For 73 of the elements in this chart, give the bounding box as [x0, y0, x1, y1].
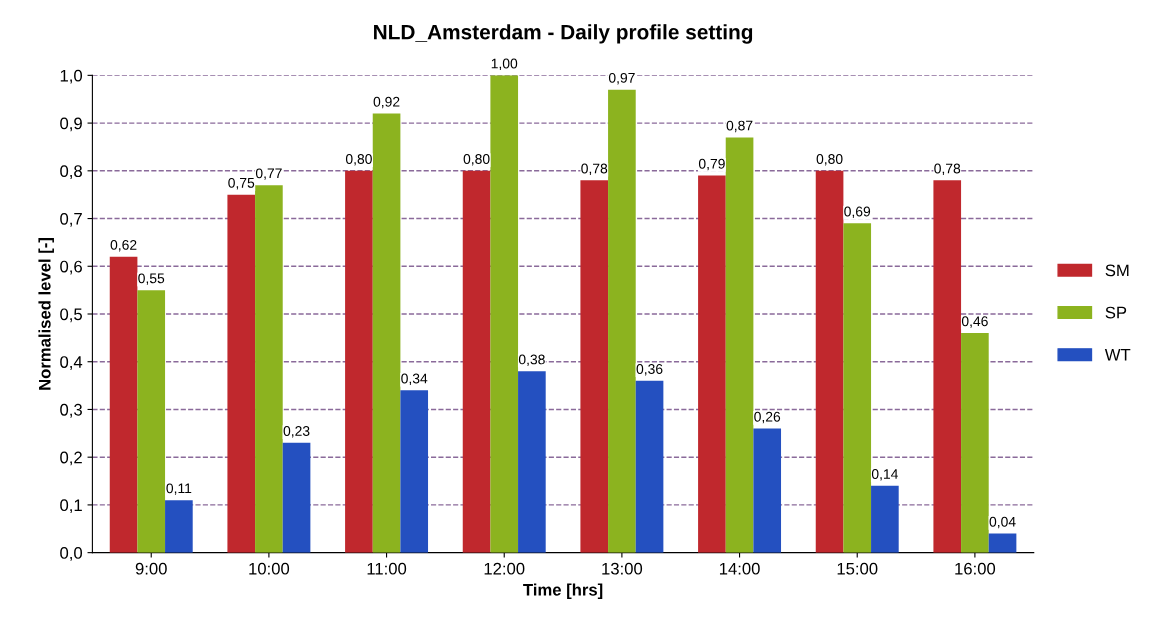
data-label: 0,97: [608, 72, 635, 85]
bar: [843, 223, 872, 553]
y-tick-label: 0,4: [60, 356, 83, 370]
y-tick-label: 0,1: [60, 499, 82, 514]
data-label: 0,78: [934, 163, 961, 176]
data-label: 0,11: [166, 483, 192, 495]
data-label: 0,23: [283, 426, 310, 438]
x-axis-title: Time [hrs]: [523, 583, 603, 599]
data-label: 0,87: [726, 120, 753, 133]
bar: [490, 75, 519, 553]
data-label: 0,04: [989, 516, 1016, 529]
y-tick-label: 0,3: [60, 403, 82, 418]
bar: [815, 170, 844, 553]
bar: [137, 290, 166, 553]
bar: [635, 380, 664, 553]
bar: [400, 390, 429, 553]
bar: [109, 256, 138, 553]
data-label: 0,46: [961, 316, 988, 328]
y-tick-label: 0,6: [60, 260, 82, 275]
y-tick-label: 1,0: [60, 69, 83, 84]
data-label: 0,80: [345, 154, 372, 166]
data-label: 0,79: [698, 158, 725, 171]
bar: [518, 371, 546, 553]
bar: [933, 180, 962, 553]
bar: [580, 180, 609, 553]
x-tick-label: 14:00: [719, 562, 760, 575]
x-tick-label: 15:00: [837, 562, 878, 575]
bar: [345, 170, 373, 553]
y-tick-label: 0,7: [60, 212, 82, 227]
data-label: 0,62: [110, 239, 137, 252]
data-label: 0,77: [255, 168, 282, 180]
y-tick-label: 0,5: [60, 308, 82, 323]
data-label: 0,80: [463, 154, 490, 166]
bar: [372, 113, 401, 553]
bar: [698, 175, 726, 553]
x-tick-label: 9:00: [135, 562, 167, 575]
x-tick-label: 12:00: [484, 562, 525, 575]
data-label: 0,75: [228, 177, 255, 190]
data-label: 0,69: [844, 206, 871, 219]
data-label: 0,92: [373, 96, 400, 109]
data-label: 0,78: [581, 163, 608, 176]
bar: [227, 194, 256, 553]
y-tick-label: 0,2: [60, 451, 82, 466]
data-label: 0,36: [636, 364, 663, 376]
bar: [753, 428, 782, 553]
bar: [988, 533, 1017, 553]
chart-title: NLD_Amsterdam - Daily profile setting: [374, 24, 753, 44]
data-label: 0,55: [138, 273, 165, 285]
data-label: 0,34: [401, 373, 428, 386]
data-label: 0,26: [754, 411, 781, 424]
legend-label: SP: [1105, 306, 1127, 319]
legend-label: SM: [1105, 264, 1129, 277]
bar: [608, 89, 636, 553]
bar: [165, 500, 193, 553]
y-axis-title: Normalised level [-]: [38, 238, 54, 390]
bar: [725, 137, 754, 553]
bar: [462, 170, 491, 553]
data-label: 0,14: [871, 469, 898, 481]
bar: [871, 485, 899, 553]
x-tick-label: 10:00: [249, 562, 290, 575]
bar: [282, 442, 311, 553]
x-tick-label: 11:00: [367, 562, 407, 575]
bar: [255, 185, 283, 553]
y-tick-label: 0,9: [60, 117, 82, 132]
legend-label: WT: [1104, 349, 1131, 361]
data-label: 0,80: [816, 154, 843, 166]
y-tick-label: 0,0: [60, 547, 83, 561]
x-tick-label: 16:00: [955, 562, 996, 575]
data-label: 0,38: [518, 354, 545, 366]
data-label: 1,00: [491, 58, 518, 71]
y-tick-label: 0,8: [60, 165, 82, 179]
bar: [961, 333, 989, 553]
x-tick-label: 13:00: [602, 562, 643, 575]
